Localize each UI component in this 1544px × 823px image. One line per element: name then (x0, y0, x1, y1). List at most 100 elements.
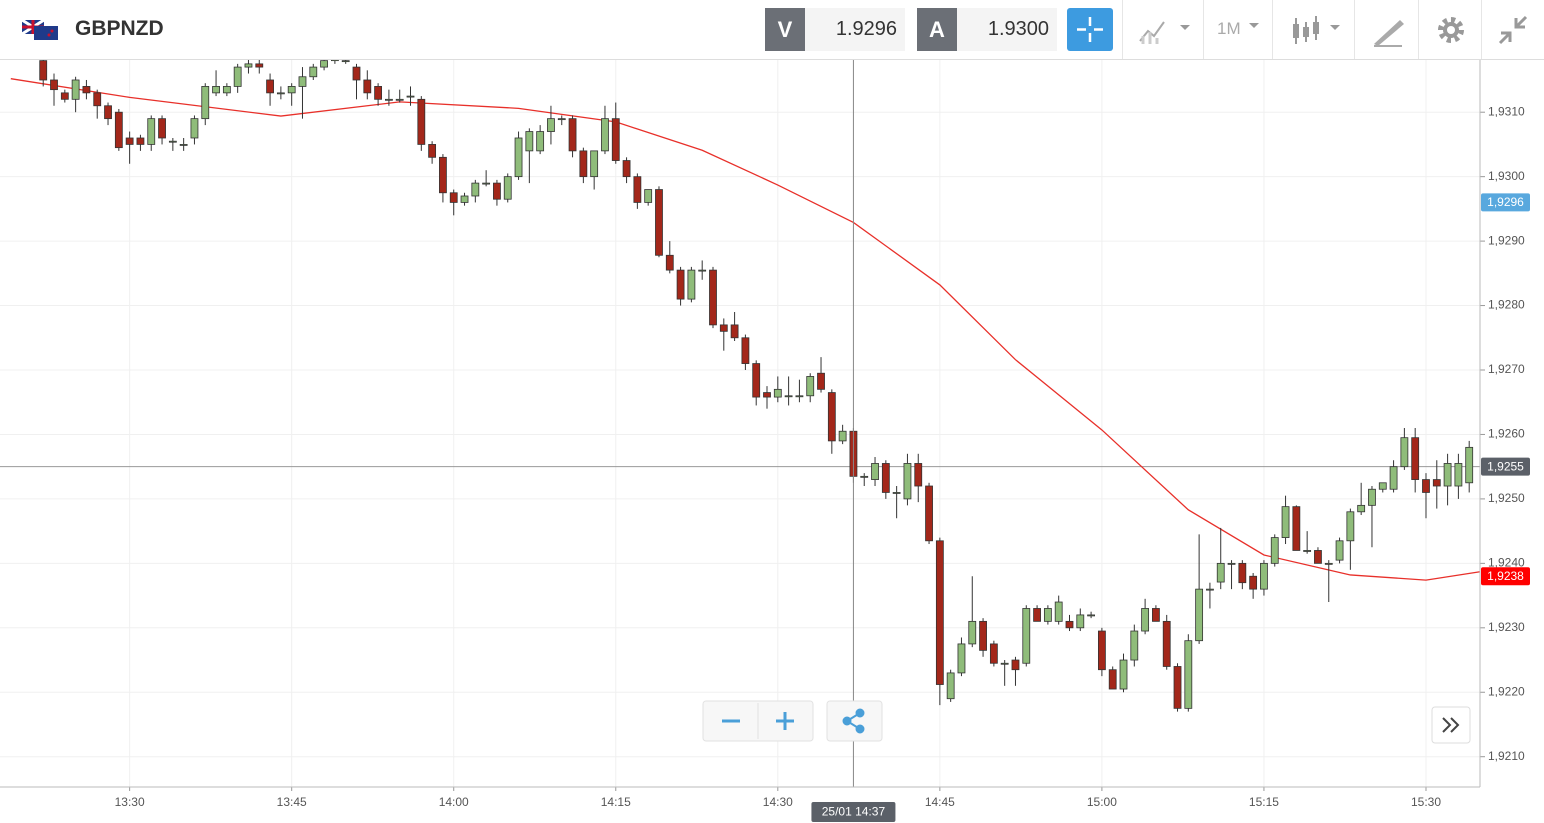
candle-body (741, 337, 750, 364)
zoom-controls (702, 700, 1471, 744)
x-tick-label: 15:00 (1087, 795, 1117, 809)
candle-body (579, 150, 588, 178)
candle-body (363, 79, 372, 94)
candle-body (968, 620, 977, 645)
candle-body (428, 144, 437, 158)
candle-body (233, 66, 242, 87)
candle-body (547, 118, 555, 132)
candle-body (806, 376, 815, 397)
candle-body (1411, 437, 1420, 480)
candle-body (881, 463, 890, 493)
candle-body (417, 98, 426, 145)
candle-body (298, 76, 307, 87)
price-marker (1481, 193, 1530, 212)
toolbar: GBPNZD V 1.9296 A 1.9300 1M (0, 0, 1544, 60)
separator (1122, 0, 1123, 59)
y-tick-label: 1,9230 (1488, 620, 1525, 634)
y-tick-label: 1,9280 (1488, 298, 1525, 312)
candle-button[interactable] (1290, 14, 1346, 48)
zoom-in[interactable] (776, 712, 794, 730)
candle-body (1270, 537, 1279, 564)
symbol: GBPNZD (75, 17, 164, 40)
candle-body (979, 620, 987, 651)
timeframe[interactable]: 1M (1217, 19, 1241, 38)
candle-body (622, 160, 631, 178)
candle-body (309, 66, 318, 78)
candle-body (1054, 601, 1063, 622)
candle-body (125, 137, 134, 145)
candle-body (698, 269, 707, 272)
candle-body (1043, 608, 1052, 622)
candle-body (687, 269, 696, 300)
separator (1481, 0, 1482, 59)
candle-body (1389, 466, 1398, 490)
candle-body (179, 144, 188, 146)
candle-body (439, 156, 447, 194)
separator (1354, 0, 1355, 59)
ask-label[interactable]: A (917, 8, 957, 51)
y-tick-label: 1,9260 (1488, 427, 1525, 441)
candle-body (1152, 608, 1160, 622)
bid-label[interactable]: V (765, 8, 805, 51)
candle-body (568, 118, 577, 152)
candle-body (536, 131, 545, 152)
candle-body (460, 195, 469, 203)
collapse-button[interactable] (1497, 14, 1529, 46)
price-marker (1481, 567, 1530, 586)
candle-body (730, 324, 739, 339)
candle-body (838, 430, 847, 442)
candle-body (871, 463, 879, 480)
candle-body (1443, 463, 1452, 487)
candle-body (320, 60, 328, 68)
ask-price[interactable]: 1.9300 (957, 8, 1057, 51)
y-tick-label: 1,9210 (1488, 749, 1525, 763)
bid-price[interactable]: 1.9296 (805, 8, 905, 51)
candle-body (503, 176, 512, 200)
separator (1272, 0, 1273, 59)
candle-body (147, 118, 156, 145)
candle-body (935, 540, 944, 685)
x-tick-label: 13:30 (115, 795, 145, 809)
x-tick-label: 14:30 (763, 795, 793, 809)
settings-button[interactable] (1435, 14, 1467, 46)
candle-body (557, 118, 566, 121)
candle-body (385, 98, 393, 101)
crosshair-label: 25/01 14:37 (822, 805, 886, 819)
separator (1203, 0, 1204, 59)
candle-body (1400, 437, 1409, 468)
chart-type-button[interactable] (1138, 16, 1194, 46)
candle-body (709, 269, 717, 326)
candle-body (946, 672, 955, 700)
candle-body (957, 643, 966, 674)
candle-body (1141, 608, 1150, 632)
crosshair-button[interactable] (1067, 8, 1113, 51)
candle-body (989, 643, 998, 664)
candle-body (39, 60, 48, 81)
candle-body (1173, 666, 1182, 709)
candle-body (1346, 511, 1355, 542)
candle-body (71, 79, 80, 100)
candle-body (60, 92, 69, 100)
candle-body (925, 485, 933, 542)
plot-area (0, 60, 1480, 787)
candle-body (719, 324, 728, 332)
candle-body (773, 388, 782, 398)
share-button[interactable] (826, 700, 883, 742)
x-tick-label: 14:00 (439, 795, 469, 809)
candle-body (1422, 479, 1430, 493)
y-tick-label: 1,9270 (1488, 362, 1525, 376)
candle-body (590, 150, 599, 178)
candle-body (1011, 659, 1020, 671)
candle-body (1097, 630, 1106, 671)
candle-body (93, 92, 102, 107)
draw-button[interactable] (1372, 14, 1406, 48)
y-tick-label: 1,9310 (1488, 104, 1525, 118)
candle-body (827, 392, 836, 442)
candle-body (752, 363, 761, 398)
candle-body (1292, 506, 1301, 551)
candle-body (514, 137, 523, 178)
candle-body (449, 192, 458, 203)
price-marker (1481, 457, 1530, 476)
candle-body (352, 66, 361, 81)
candle-body (50, 79, 58, 91)
